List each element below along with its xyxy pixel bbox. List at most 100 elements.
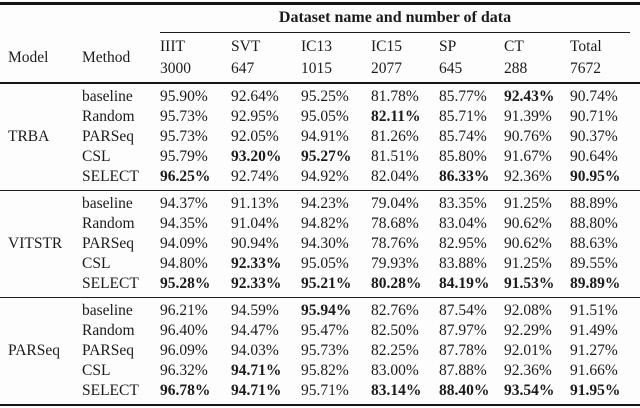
header-bottom-rule [0,82,640,84]
method-column-header: Method [82,49,131,66]
value-cell: 83.00% [371,362,419,379]
value-cell: 83.35% [439,195,487,212]
method-label: PARSeq [82,342,134,359]
value-cell: 91.53% [504,275,555,292]
value-cell: 95.21% [301,275,352,292]
value-cell: 84.19% [439,275,490,292]
method-label: PARSeq [82,235,134,252]
value-cell: 90.76% [504,128,552,145]
value-cell: 95.73% [160,108,208,125]
value-cell: 81.51% [371,148,419,165]
column-count: 1015 [301,60,332,77]
method-label: PARSeq [82,128,134,145]
value-cell: 78.68% [371,215,419,232]
column-header-ic15: IC15 2077 [371,36,439,80]
value-cell: 92.05% [231,128,279,145]
value-cell: 95.79% [160,148,208,165]
method-label: baseline [82,302,133,319]
value-cell: 95.82% [301,362,349,379]
value-cell: 82.76% [371,302,419,319]
value-cell: 87.78% [439,342,487,359]
value-cell: 85.71% [439,108,487,125]
value-cell: 94.92% [301,168,349,185]
model-label: PARSeq [8,342,60,359]
method-label: SELECT [82,168,139,185]
value-cell: 90.71% [570,108,618,125]
value-cell: 87.88% [439,362,487,379]
column-header-svt: SVT 647 [231,36,301,80]
value-cell: 78.76% [371,235,419,252]
value-cell: 87.54% [439,302,487,319]
value-cell: 92.01% [504,342,552,359]
method-label: CSL [82,255,111,272]
table-bottom-rule [0,404,640,408]
value-cell: 92.64% [231,88,279,105]
value-cell: 83.14% [371,382,422,399]
value-cell: 86.33% [439,168,490,185]
column-name: CT [504,38,524,55]
column-header-row: Model Method IIIT 3000 SVT 647 IC13 1015 IC15 2… [0,33,640,82]
group-header-spacer [8,7,160,33]
column-count: 288 [504,60,528,77]
value-cell: 90.62% [504,215,552,232]
model-section-parseq: PARSeq baseline 96.21% 94.59% 95.94% 82.76% 87… [0,298,640,404]
model-section-vitstr: VITSTR baseline 94.37% 91.13% 94.23% 79.04% 83… [0,191,640,297]
value-cell: 90.74% [570,88,618,105]
value-cell: 81.78% [371,88,419,105]
column-header-iiit: IIIT 3000 [160,36,231,80]
value-cell: 95.47% [301,322,349,339]
value-cell: 96.25% [160,168,211,185]
value-cell: 96.40% [160,322,208,339]
column-count: 2077 [371,60,402,77]
value-cell: 94.37% [160,195,208,212]
value-cell: 88.63% [570,235,618,252]
value-cell: 92.36% [504,168,552,185]
value-cell: 81.26% [371,128,419,145]
value-cell: 94.91% [301,128,349,145]
section-divider-rule [0,190,640,191]
value-cell: 90.64% [570,148,618,165]
value-cell: 91.67% [504,148,552,165]
model-label: VITSTR [8,235,63,252]
value-cell: 88.40% [439,382,490,399]
model-section-trba: TRBA baseline 95.90% 92.64% 95.25% 81.78% 85.7… [0,84,640,190]
value-cell: 79.93% [371,255,419,272]
value-cell: 96.21% [160,302,208,319]
value-cell: 82.04% [371,168,419,185]
value-cell: 91.25% [504,255,552,272]
method-label: baseline [82,88,133,105]
value-cell: 85.74% [439,128,487,145]
column-name: SP [439,38,457,55]
column-name: IC13 [301,38,332,55]
group-header: Dataset name and number of data [160,7,630,33]
value-cell: 94.71% [231,382,282,399]
value-cell: 91.39% [504,108,552,125]
value-cell: 89.89% [570,275,621,292]
value-cell: 88.89% [570,195,618,212]
column-count: 7672 [570,60,601,77]
value-cell: 92.33% [231,275,282,292]
method-label: CSL [82,362,111,379]
value-cell: 92.74% [231,168,279,185]
column-name: IIIT [160,38,185,55]
group-header-label: Dataset name and number of data [278,9,512,26]
value-cell: 95.94% [301,302,352,319]
value-cell: 85.77% [439,88,487,105]
value-cell: 85.80% [439,148,487,165]
value-cell: 90.37% [570,128,618,145]
value-cell: 94.82% [301,215,349,232]
method-label: SELECT [82,275,139,292]
value-cell: 90.94% [231,235,279,252]
table-top-rule [0,2,640,5]
value-cell: 82.50% [371,322,419,339]
value-cell: 87.97% [439,322,487,339]
value-cell: 80.28% [371,275,422,292]
value-cell: 94.30% [301,235,349,252]
model-label: TRBA [8,128,50,145]
value-cell: 82.11% [371,108,421,125]
column-header-ct: CT 288 [504,36,570,80]
method-label: Random [82,108,135,125]
value-cell: 96.09% [160,342,208,359]
value-cell: 94.03% [231,342,279,359]
method-label: baseline [82,195,133,212]
